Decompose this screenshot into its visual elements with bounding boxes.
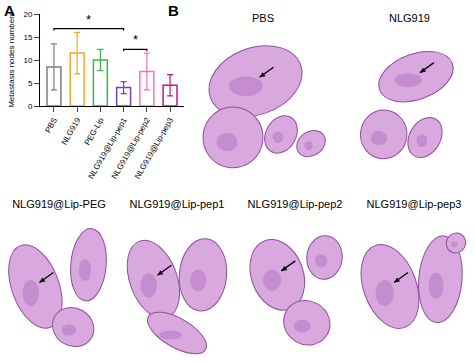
svg-text:15: 15 xyxy=(23,33,32,42)
svg-text:10: 10 xyxy=(23,56,32,65)
svg-text:0: 0 xyxy=(28,102,33,111)
svg-text:PBS: PBS xyxy=(43,116,59,134)
svg-text:NLG919@Lip-pep3: NLG919@Lip-pep3 xyxy=(367,198,462,210)
svg-text:*: * xyxy=(86,12,91,27)
svg-text:PBS: PBS xyxy=(252,12,274,24)
svg-text:20: 20 xyxy=(23,10,32,19)
svg-text:NLG919@Lip-pep3: NLG919@Lip-pep3 xyxy=(133,116,176,181)
svg-text:NLG919@Lip-pep2: NLG919@Lip-pep2 xyxy=(110,116,153,181)
svg-text:NLG919@Lip-pep1: NLG919@Lip-pep1 xyxy=(86,116,129,181)
svg-text:NLG919@Lip-PEG: NLG919@Lip-PEG xyxy=(12,198,106,210)
svg-text:PEG-Lip: PEG-Lip xyxy=(83,116,106,147)
html-text:B: B xyxy=(168,2,179,19)
svg-text:*: * xyxy=(133,32,138,47)
svg-text:5: 5 xyxy=(28,79,33,88)
svg-text:NLG919: NLG919 xyxy=(389,12,430,24)
svg-text:NLG919@Lip-pep2: NLG919@Lip-pep2 xyxy=(248,198,343,210)
html-text:A: A xyxy=(4,2,15,19)
svg-text:NLG919: NLG919 xyxy=(60,116,83,147)
svg-text:NLG919@Lip-pep1: NLG919@Lip-pep1 xyxy=(130,198,225,210)
svg-text:Metastasis nodes numbers: Metastasis nodes numbers xyxy=(7,12,16,108)
